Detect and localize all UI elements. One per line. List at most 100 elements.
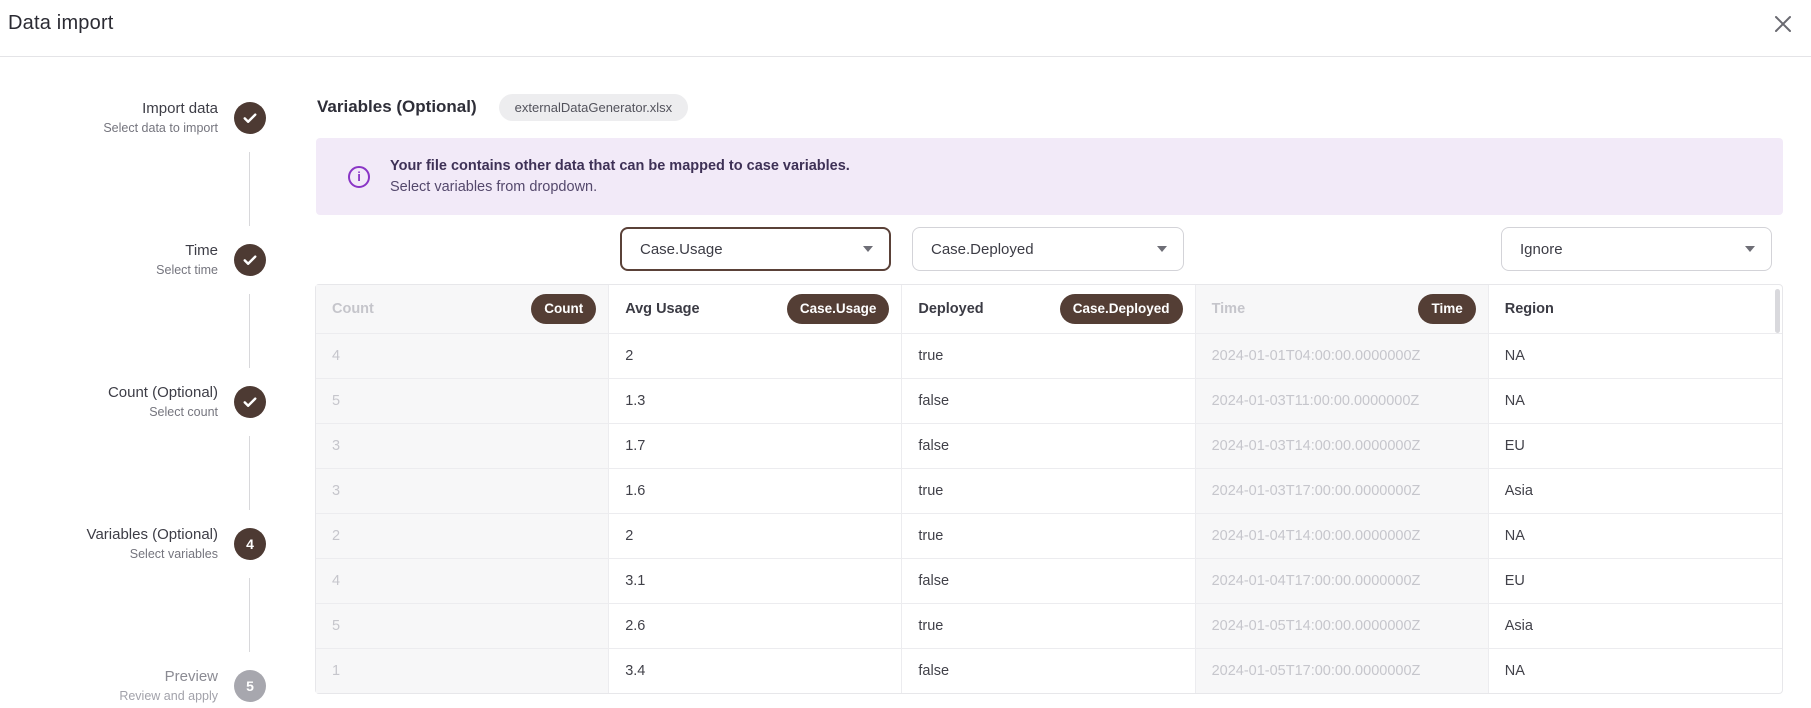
step-preview[interactable]: Preview Review and apply 5 <box>0 664 266 708</box>
table-cell: 2024-01-03T11:00:00.0000000Z <box>1196 379 1489 423</box>
section-heading: Variables (Optional) <box>317 97 477 117</box>
step-subtitle: Select data to import <box>103 119 218 137</box>
column-header-deployed: Deployed Case.Deployed <box>902 285 1195 333</box>
column-label: Count <box>332 301 374 317</box>
table-cell: 2024-01-05T17:00:00.0000000Z <box>1196 649 1489 693</box>
table-cell: 2024-01-04T14:00:00.0000000Z <box>1196 514 1489 558</box>
variable-dropdown-avg-usage[interactable]: Case.Usage <box>620 227 891 271</box>
stepper-connector <box>249 294 250 368</box>
table-cell: 2024-01-03T14:00:00.0000000Z <box>1196 424 1489 468</box>
table-cell: true <box>902 604 1195 648</box>
step-subtitle: Review and apply <box>119 687 218 705</box>
step-number-indicator: 5 <box>234 670 266 702</box>
stepper-connector <box>249 578 250 652</box>
table-row: 3 1.7 false 2024-01-03T14:00:00.0000000Z… <box>316 423 1782 468</box>
table-cell: true <box>902 514 1195 558</box>
table-scrollbar[interactable] <box>1775 289 1780 333</box>
table-cell: 1 <box>316 649 609 693</box>
dropdown-value: Case.Usage <box>640 241 723 258</box>
table-cell: false <box>902 649 1195 693</box>
column-header-region: Region <box>1489 285 1782 333</box>
table-cell: 2024-01-05T14:00:00.0000000Z <box>1196 604 1489 648</box>
step-import-data-text: Import data Select data to import <box>103 99 218 137</box>
column-label: Time <box>1212 301 1246 317</box>
step-variables-text: Variables (Optional) Select variables <box>87 525 218 563</box>
table-header-row: Count Count Avg Usage Case.Usage Deploye… <box>316 285 1782 333</box>
table-cell: 3 <box>316 469 609 513</box>
chevron-down-icon <box>1157 246 1167 252</box>
step-number-indicator: 4 <box>234 528 266 560</box>
table-row: 5 2.6 true 2024-01-05T14:00:00.0000000Z … <box>316 603 1782 648</box>
preview-table: Count Count Avg Usage Case.Usage Deploye… <box>315 284 1783 694</box>
table-row: 3 1.6 true 2024-01-03T17:00:00.0000000Z … <box>316 468 1782 513</box>
table-cell: 2024-01-01T04:00:00.0000000Z <box>1196 334 1489 378</box>
table-row: 5 1.3 false 2024-01-03T11:00:00.0000000Z… <box>316 378 1782 423</box>
table-cell: 2024-01-04T17:00:00.0000000Z <box>1196 559 1489 603</box>
table-cell: 5 <box>316 379 609 423</box>
heading-row: Variables (Optional) externalDataGenerat… <box>317 93 688 121</box>
step-complete-indicator <box>234 386 266 418</box>
table-cell: 2 <box>609 514 902 558</box>
step-complete-indicator <box>234 102 266 134</box>
table-row: 4 2 true 2024-01-01T04:00:00.0000000Z NA <box>316 333 1782 378</box>
step-count-text: Count (Optional) Select count <box>108 383 218 421</box>
column-header-count: Count Count <box>316 285 609 333</box>
file-chip: externalDataGenerator.xlsx <box>499 94 689 121</box>
table-cell: 4 <box>316 334 609 378</box>
table-cell: 3 <box>316 424 609 468</box>
step-time[interactable]: Time Select time <box>0 238 266 282</box>
table-cell: false <box>902 424 1195 468</box>
variable-dropdown-deployed[interactable]: Case.Deployed <box>912 227 1184 271</box>
step-title: Count (Optional) <box>108 383 218 403</box>
table-cell: false <box>902 559 1195 603</box>
table-cell: false <box>902 379 1195 423</box>
step-title: Variables (Optional) <box>87 525 218 545</box>
table-cell: true <box>902 469 1195 513</box>
step-variables[interactable]: Variables (Optional) Select variables 4 <box>0 522 266 566</box>
dialog-header: Data import <box>0 0 1811 57</box>
step-complete-indicator <box>234 244 266 276</box>
table-cell: 2.6 <box>609 604 902 648</box>
step-count[interactable]: Count (Optional) Select count <box>0 380 266 424</box>
close-button[interactable] <box>1769 10 1797 38</box>
step-subtitle: Select variables <box>87 545 218 563</box>
table-cell: NA <box>1489 649 1782 693</box>
table-cell: NA <box>1489 379 1782 423</box>
close-icon <box>1772 13 1794 35</box>
table-cell: 4 <box>316 559 609 603</box>
table-cell: NA <box>1489 334 1782 378</box>
table-row: 4 3.1 false 2024-01-04T17:00:00.0000000Z… <box>316 558 1782 603</box>
banner-message-bold: Your file contains other data that can b… <box>390 156 850 177</box>
step-import-data[interactable]: Import data Select data to import <box>0 96 266 140</box>
stepper: Import data Select data to import Time S… <box>0 57 315 701</box>
table-cell: NA <box>1489 514 1782 558</box>
mapping-badge: Case.Usage <box>787 294 890 324</box>
chevron-down-icon <box>1745 246 1755 252</box>
table-cell: 1.7 <box>609 424 902 468</box>
column-label: Avg Usage <box>625 301 699 317</box>
step-title: Time <box>156 241 218 261</box>
table-cell: 2024-01-03T17:00:00.0000000Z <box>1196 469 1489 513</box>
table-cell: 5 <box>316 604 609 648</box>
info-banner: i Your file contains other data that can… <box>316 138 1783 215</box>
check-icon <box>241 251 259 269</box>
main-content: Variables (Optional) externalDataGenerat… <box>315 57 1783 701</box>
table-cell: EU <box>1489 424 1782 468</box>
table-cell: EU <box>1489 559 1782 603</box>
banner-message: Select variables from dropdown. <box>390 177 850 198</box>
table-cell: 1.6 <box>609 469 902 513</box>
info-icon: i <box>348 166 370 188</box>
stepper-connector <box>249 152 250 226</box>
banner-text: Your file contains other data that can b… <box>390 156 850 198</box>
step-subtitle: Select count <box>108 403 218 421</box>
step-title: Import data <box>103 99 218 119</box>
table-cell: true <box>902 334 1195 378</box>
mapping-badge: Time <box>1418 294 1475 324</box>
table-cell: 1.3 <box>609 379 902 423</box>
variable-dropdown-region[interactable]: Ignore <box>1501 227 1772 271</box>
dropdown-value: Ignore <box>1520 241 1563 258</box>
chevron-down-icon <box>863 246 873 252</box>
table-cell: 2 <box>609 334 902 378</box>
table-cell: 3.4 <box>609 649 902 693</box>
column-header-time: Time Time <box>1196 285 1489 333</box>
